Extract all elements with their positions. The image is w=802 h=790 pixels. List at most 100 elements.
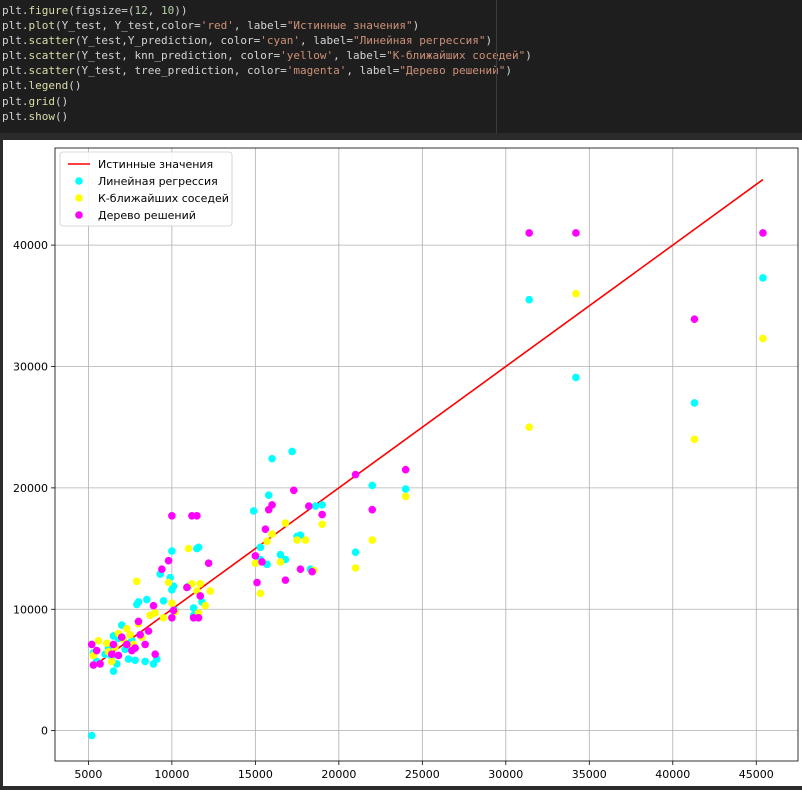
- code-line: plt.show(): [2, 109, 532, 124]
- scatter-point-series-0: [124, 655, 133, 663]
- code-line: plt.grid(): [2, 94, 532, 109]
- scatter-point-series-0: [525, 295, 533, 304]
- code-token: (): [55, 94, 69, 108]
- legend-dot-swatch: [75, 177, 83, 185]
- code-cell-divider: [496, 0, 497, 133]
- scatter-point-series-1: [107, 657, 116, 666]
- scatter-point-series-1: [401, 492, 410, 501]
- scatter-point-series-1: [94, 637, 103, 645]
- scatter-point-series-2: [131, 644, 139, 652]
- code-token: 10: [160, 4, 175, 17]
- scatter-point-series-2: [144, 627, 153, 635]
- y-tick-label: 20000: [13, 482, 48, 495]
- code-token: ): [505, 64, 512, 78]
- scatter-point-series-2: [151, 650, 159, 658]
- y-tick-label: 30000: [13, 360, 48, 373]
- scatter-point-series-0: [131, 656, 139, 665]
- scatter-point-series-1: [690, 435, 699, 444]
- code-token: .: [21, 79, 29, 93]
- scatter-point-series-2: [258, 558, 266, 566]
- scatter-point-series-1: [122, 624, 131, 633]
- y-tick-label: 0: [41, 725, 48, 738]
- code-token: 'yellow': [280, 49, 334, 63]
- scatter-point-series-2: [117, 633, 126, 641]
- legend: Истинные значения Линейная регрессия К-бли…: [59, 151, 233, 227]
- scatter-point-series-2: [304, 502, 313, 510]
- scatter-point-series-2: [168, 613, 176, 622]
- legend-dot-swatch: [75, 211, 83, 219]
- scatter-point-series-2: [261, 525, 270, 533]
- scatter-point-series-0: [249, 507, 258, 515]
- scatter-point-series-2: [572, 229, 580, 237]
- scatter-point-series-2: [109, 640, 118, 649]
- scatter-point-series-0: [311, 502, 320, 510]
- scatter-point-series-0: [759, 274, 767, 282]
- scatter-point-series-2: [149, 601, 158, 610]
- code-token: (Y_test, tree_prediction, color=: [74, 64, 287, 78]
- scatter-point-series-2: [281, 576, 290, 584]
- code-token: 'cyan': [260, 34, 301, 48]
- code-line: plt.scatter(Y_test,Y_prediction, color='…: [2, 33, 532, 48]
- points-layer: [87, 229, 767, 740]
- scatter-point-series-1: [159, 613, 168, 622]
- scatter-point-series-1: [263, 537, 271, 546]
- scatter-point-series-1: [201, 601, 210, 610]
- scatter-point-series-0: [189, 604, 198, 612]
- code-token: legend: [28, 79, 69, 93]
- scatter-point-series-1: [318, 520, 326, 529]
- scatter-point-series-2: [401, 465, 410, 474]
- legend-label: Истинные значения: [98, 158, 213, 171]
- scatter-point-series-2: [114, 651, 123, 660]
- code-token: (figsize=(: [68, 4, 135, 17]
- scatter-point-series-2: [351, 470, 360, 479]
- scatter-point-series-1: [206, 587, 215, 595]
- scatter-point-series-0: [109, 667, 118, 675]
- scatter-point-series-2: [107, 650, 116, 658]
- code-token: plt: [2, 94, 22, 108]
- scatter-point-series-0: [194, 543, 203, 552]
- scatter-point-series-2: [164, 556, 173, 565]
- scatter-point-series-2: [253, 578, 261, 587]
- x-tick-label: 20000: [321, 768, 356, 781]
- scatter-point-series-1: [168, 599, 176, 607]
- scatter-figure: 5000 10000 15000 20000 25000 30000 35000 40000 4…: [3, 140, 802, 786]
- code-token: ): [525, 49, 532, 63]
- code-token: ): [485, 34, 493, 48]
- grid-layer: [55, 148, 798, 761]
- code-token: , label=: [233, 19, 287, 33]
- scatter-point-series-1: [368, 536, 377, 544]
- code-token: 'magenta': [286, 64, 347, 78]
- scatter-point-series-0: [276, 550, 285, 559]
- scatter-point-series-0: [572, 373, 580, 382]
- x-tick-label: 45000: [739, 768, 774, 781]
- code-editor[interactable]: plt.figure(figsize=(12, 10)) plt.plot(Y_t…: [2, 3, 532, 124]
- scatter-point-series-2: [193, 512, 201, 520]
- scatter-point-series-1: [151, 609, 159, 617]
- code-token: (Y_test,Y_prediction, color=: [74, 34, 261, 48]
- scatter-point-series-2: [759, 229, 767, 237]
- scatter-point-series-1: [572, 289, 580, 298]
- scatter-point-series-0: [401, 485, 410, 493]
- scatter-point-series-1: [281, 519, 290, 527]
- scatter-point-series-2: [204, 559, 213, 567]
- scatter-point-series-2: [525, 229, 533, 237]
- scatter-point-series-2: [168, 512, 176, 520]
- code-token: plt: [2, 19, 22, 33]
- code-token: figure: [28, 4, 69, 17]
- scatter-point-series-1: [126, 630, 134, 639]
- axes-layer: 5000 10000 15000 20000 25000 30000 35000 40000 4…: [13, 147, 799, 781]
- code-token: .: [21, 4, 29, 17]
- scatter-point-series-2: [308, 567, 316, 576]
- scatter-point-series-1: [301, 536, 310, 544]
- code-token: .: [21, 94, 29, 108]
- code-token: plt: [2, 109, 22, 123]
- scatter-point-series-0: [256, 543, 265, 552]
- code-line: plt.plot(Y_test, Y_test,color='red', lab…: [2, 18, 532, 33]
- scatter-point-series-2: [183, 583, 191, 592]
- code-line: plt.scatter(Y_test, knn_prediction, colo…: [2, 48, 532, 63]
- code-token: plt: [2, 4, 22, 17]
- scatter-point-series-1: [256, 589, 265, 598]
- scatter-point-series-2: [141, 640, 149, 649]
- code-cell[interactable]: plt.figure(figsize=(12, 10)) plt.plot(Y_t…: [0, 0, 802, 133]
- code-token: .: [21, 34, 29, 48]
